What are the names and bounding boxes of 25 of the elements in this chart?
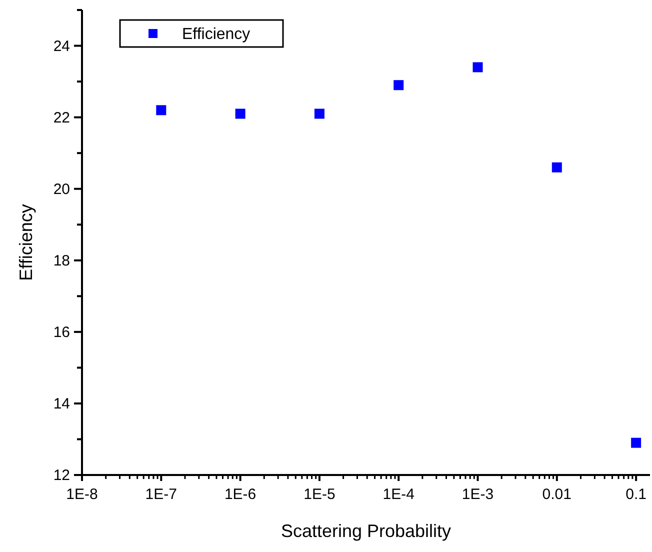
- point: [394, 80, 404, 90]
- point: [314, 108, 324, 119]
- x-tick-label: 1E-7: [145, 486, 177, 503]
- x-tick-label: 1E-4: [382, 486, 414, 503]
- y-axis-title: Efficiency: [16, 204, 36, 281]
- x-tick-label: 0.01: [542, 486, 572, 503]
- point: [472, 62, 483, 72]
- y-tick-label: 14: [53, 395, 70, 412]
- y-tick-label: 20: [53, 180, 70, 198]
- x-tick-label: 1E-5: [304, 486, 336, 503]
- y-tick-label: 16: [53, 324, 70, 341]
- point: [156, 105, 166, 116]
- x-tick-label: 1E-6: [224, 486, 256, 503]
- point: [552, 162, 562, 172]
- point: [235, 108, 246, 119]
- x-tick-label: 1E-8: [66, 486, 98, 503]
- y-tick-label: 22: [53, 109, 70, 126]
- y-tick-label: 18: [53, 252, 70, 270]
- x-tick-label: 0.1: [626, 486, 646, 503]
- y-tick-label: 24: [53, 38, 70, 55]
- point: [631, 438, 642, 448]
- x-axis-title: Scattering Probability: [280, 521, 452, 541]
- y-tick-label: 12: [53, 467, 70, 484]
- x-tick-label: 1E-3: [462, 486, 494, 503]
- legend-label: Efficiency: [182, 26, 250, 43]
